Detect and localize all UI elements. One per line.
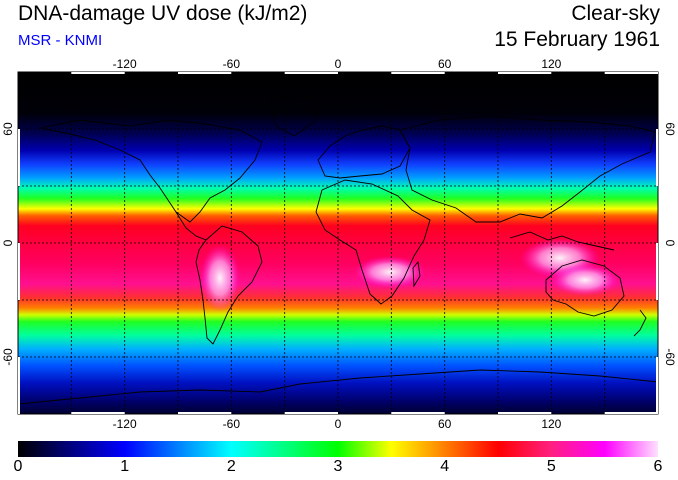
latitude-tick-label: 60	[663, 122, 677, 136]
coastline-madagascar	[412, 260, 421, 288]
coastline-south-america	[195, 225, 263, 345]
coastline-central-america	[175, 211, 207, 241]
map-frame	[17, 71, 659, 415]
latitude-labels-right: 60 0 -60	[663, 122, 677, 366]
coastline-asia	[399, 115, 656, 223]
colorbar-tick-label: 3	[333, 458, 343, 475]
longitude-tick-label: 60	[438, 57, 452, 71]
uv-hotspot-south-america	[200, 244, 240, 312]
colorbar	[18, 441, 658, 457]
longitude-labels-bottom: -120 -60 0 60 120	[113, 417, 562, 431]
latitude-tick-label: 0	[1, 239, 15, 246]
longitude-tick-label: 120	[541, 417, 561, 431]
latitude-tick-label: 0	[663, 240, 677, 247]
coastline-antarctica	[18, 369, 658, 405]
sky-condition-label: Clear-sky	[571, 2, 660, 25]
coastline-greenland	[269, 95, 323, 137]
latitude-tick-label: -60	[1, 348, 15, 366]
data-source-label: MSR - KNMI	[18, 32, 103, 49]
colorbar-tick-label: 5	[546, 458, 556, 475]
coastline-africa	[315, 179, 431, 305]
coastlines	[18, 95, 658, 405]
graticule	[18, 72, 658, 414]
uv-hotspot-australia	[551, 264, 619, 296]
colorbar-tick-label: 1	[120, 458, 130, 475]
longitude-tick-label: 60	[438, 417, 452, 431]
longitude-tick-label: 0	[335, 417, 342, 431]
longitude-tick-label: -120	[113, 417, 137, 431]
latitude-labels-left: 60 0 -60	[1, 122, 15, 366]
coastline-north-america	[39, 119, 263, 223]
map-title: DNA-damage UV dose (kJ/m2)	[18, 2, 308, 25]
colorbar-tick-label: 6	[653, 458, 663, 475]
coastline-new-zealand	[633, 309, 647, 337]
map-date: 15 February 1961	[494, 28, 660, 51]
colorbar-tick-label: 2	[226, 458, 236, 475]
latitude-tick-label: 60	[1, 122, 15, 136]
latitude-tick-label: -60	[663, 348, 677, 366]
coastline-indonesia	[509, 231, 615, 251]
coastline-australia	[545, 259, 625, 317]
uv-hotspot-africa	[354, 256, 426, 288]
longitude-labels-top: -120 -60 0 60 120	[113, 57, 562, 71]
longitude-tick-label: 120	[541, 57, 561, 71]
colorbar-tick-label: 4	[440, 458, 450, 475]
longitude-tick-label: -60	[223, 417, 241, 431]
colorbar-tick-label: 0	[13, 458, 23, 475]
longitude-tick-label: 0	[335, 57, 342, 71]
longitude-tick-label: -120	[113, 57, 137, 71]
longitude-tick-label: -60	[223, 57, 241, 71]
